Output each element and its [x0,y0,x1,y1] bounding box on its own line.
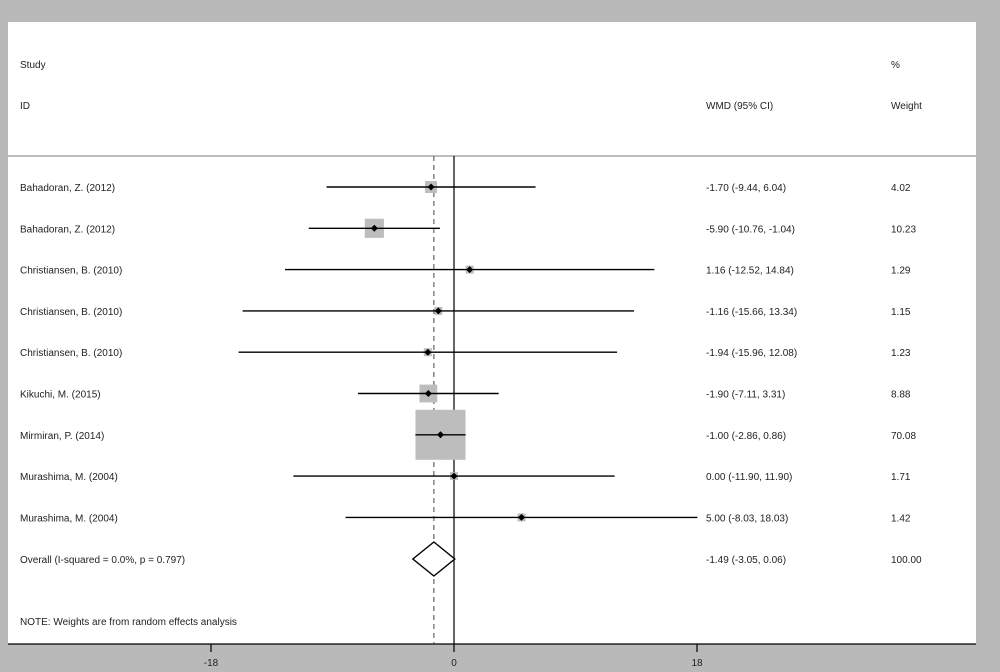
study-row: Christiansen, B. (2010) 1.16 (-12.52, 14.… [20,265,911,277]
study-label: Mirmiran, P. (2014) [20,431,104,442]
study-label: Christiansen, B. (2010) [20,307,122,318]
x-tick-label: -18 [204,658,219,669]
note-text: NOTE: Weights are from random effects an… [20,617,237,628]
x-tick-label: 18 [691,658,703,669]
study-label: Christiansen, B. (2010) [20,266,122,277]
study-label: Murashima, M. (2004) [20,472,118,483]
point-estimate-marker [437,431,444,439]
study-label: Kikuchi, M. (2015) [20,390,101,401]
study-row: Murashima, M. (2004) 0.00 (-11.90, 11.90)… [20,472,911,483]
point-estimate-marker [427,183,435,191]
study-label: Bahadoran, Z. (2012) [20,183,115,194]
overall-weight-text: 100.00 [891,555,922,566]
overall-ci-text: -1.49 (-3.05, 0.06) [706,555,786,566]
header-weight: Weight [891,101,922,112]
ci-text: 5.00 (-8.03, 18.03) [706,513,788,524]
weight-text: 4.02 [891,183,911,194]
plot-background [8,22,976,644]
weight-text: 1.42 [891,513,911,524]
weight-text: 1.23 [891,348,911,359]
header-wmd: WMD (95% CI) [706,101,773,112]
study-row: Christiansen, B. (2010) -1.94 (-15.96, 12… [20,348,911,359]
x-tick-label: 0 [451,658,457,669]
point-estimate-marker [424,348,432,356]
ci-text: -1.94 (-15.96, 12.08) [706,348,797,359]
study-row: Christiansen, B. (2010) -1.16 (-15.66, 13… [20,306,911,318]
study-label: Bahadoran, Z. (2012) [20,224,115,235]
ci-text: 1.16 (-12.52, 14.84) [706,266,794,277]
point-estimate-marker [450,472,458,480]
point-estimate-marker [434,307,442,315]
ci-text: -1.70 (-9.44, 6.04) [706,183,786,194]
study-row: Kikuchi, M. (2015) -1.90 (-7.11, 3.31) 8.8… [20,384,911,403]
overall-diamond [411,541,456,577]
overall-row: Overall (I-squared = 0.0%, p = 0.797) -1.… [20,541,922,577]
weight-text: 70.08 [891,431,916,442]
ci-text: -1.00 (-2.86, 0.86) [706,431,786,442]
overall-label: Overall (I-squared = 0.0%, p = 0.797) [20,555,185,566]
point-estimate-marker [424,390,432,397]
point-estimate-marker [518,513,525,521]
study-row: Bahadoran, Z. (2012) -1.70 (-9.44, 6.04) 4… [20,181,911,194]
header-percent: % [891,60,900,71]
point-estimate-marker [466,266,474,274]
ci-text: -1.16 (-15.66, 13.34) [706,307,797,318]
weight-text: 1.71 [891,472,911,483]
weight-text: 10.23 [891,224,916,235]
weight-text: 1.15 [891,307,911,318]
study-label: Christiansen, B. (2010) [20,348,122,359]
header-id: ID [20,101,30,112]
ci-text: -5.90 (-10.76, -1.04) [706,224,795,235]
study-label: Murashima, M. (2004) [20,513,118,524]
ci-text: 0.00 (-11.90, 11.90) [706,472,792,483]
ci-text: -1.90 (-7.11, 3.31) [706,390,785,401]
point-estimate-marker [370,224,378,232]
weight-text: 1.29 [891,266,911,277]
weight-text: 8.88 [891,390,911,401]
study-row: Mirmiran, P. (2014) -1.00 (-2.86, 0.86) 70… [20,409,916,460]
header-study: Study [20,60,46,71]
x-axis: -18 0 18 [204,644,703,669]
study-row: Murashima, M. (2004) 5.00 (-8.03, 18.03) 1… [20,513,911,524]
study-row: Bahadoran, Z. (2012) -5.90 (-10.76, -1.04… [20,218,916,238]
